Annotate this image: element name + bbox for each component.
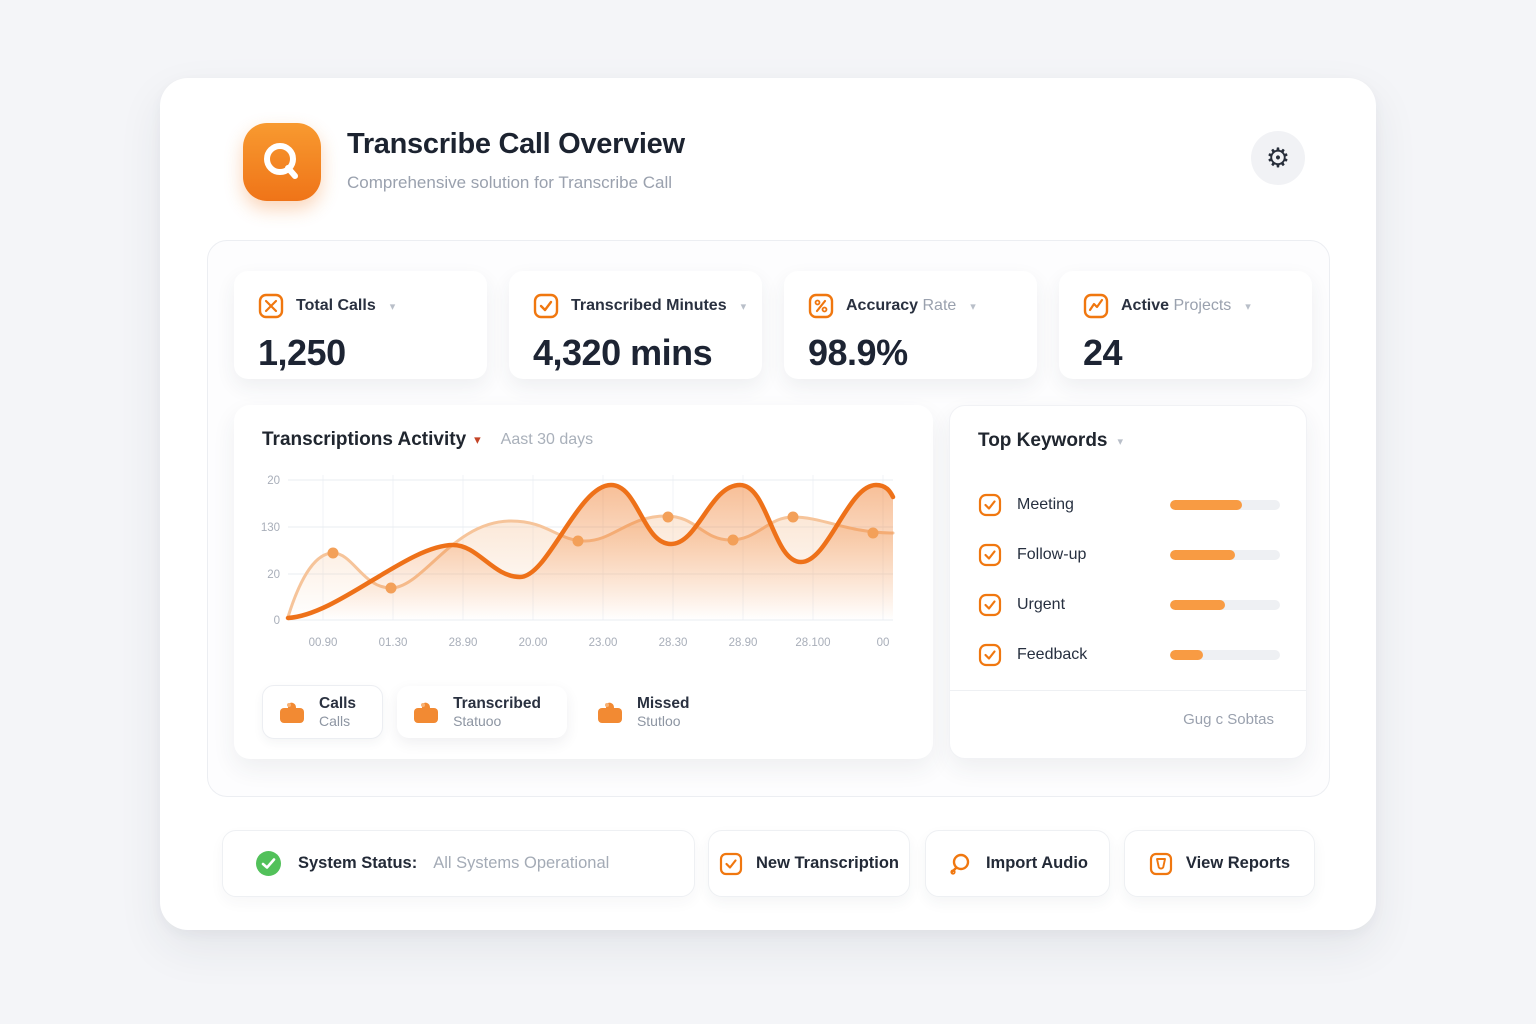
magnifier-icon	[947, 851, 973, 877]
keyword-label: Meeting	[1017, 496, 1074, 513]
keyword-row-meeting[interactable]: Meeting	[978, 480, 1280, 530]
status-value: All Systems Operational	[433, 854, 610, 872]
x-tick: 28.100	[795, 637, 830, 649]
x-tick: 00.90	[309, 637, 338, 649]
legend-title: Transcribed	[453, 695, 541, 712]
button-label: View Reports	[1185, 854, 1291, 872]
activity-chart: 20 130 20 0 00.90 01.30 28.90 20.00 23.0…	[248, 465, 916, 661]
stat-card-active-projects: Active Projects ▾ 24	[1059, 271, 1312, 379]
check-circle-icon	[255, 850, 282, 877]
chevron-down-icon[interactable]: ▾	[474, 432, 481, 447]
x-tick: 28.90	[449, 637, 478, 649]
button-label: Import Audio	[985, 854, 1089, 872]
page-title: Transcribe Call Overview	[347, 128, 685, 160]
system-status-card: System Status: All Systems Operational	[222, 830, 695, 897]
check-square-icon	[719, 852, 743, 876]
stat-label: Accuracy Rate	[846, 297, 957, 314]
keyword-row-urgent[interactable]: Urgent	[978, 580, 1280, 630]
legend-subtitle: Stutloo	[636, 713, 681, 730]
keywords-footer-text: Gug c Sobtas	[1183, 711, 1274, 728]
y-tick: 20	[267, 569, 280, 581]
date-range-selector[interactable]: Aast 30 days	[500, 431, 594, 448]
app-logo	[243, 123, 321, 201]
stat-label: Transcribed Minutes	[571, 297, 727, 314]
chevron-down-icon[interactable]: ▾	[970, 300, 976, 313]
keyword-label: Urgent	[1017, 596, 1066, 613]
keyword-check-icon	[978, 593, 1002, 617]
stat-value: 4,320 mins	[533, 332, 713, 373]
x-tick: 20.00	[519, 637, 548, 649]
new-transcription-button[interactable]: New Transcription	[708, 830, 910, 897]
keyword-label: Feedback	[1017, 646, 1088, 663]
chevron-down-icon[interactable]: ▾	[740, 300, 747, 313]
keywords-list: Meeting Follow-up Urgent Feedback	[978, 480, 1280, 680]
keyword-row-feedback[interactable]: Feedback	[978, 630, 1280, 680]
chevron-down-icon[interactable]: ▾	[389, 300, 396, 313]
x-tick: 23.00	[589, 637, 618, 649]
x-tick: 28.90	[729, 637, 758, 649]
top-keywords-card: Top Keywords ▾ Meeting Follow-up Urgent	[949, 405, 1307, 759]
legend-title: Calls	[319, 695, 357, 712]
accuracy-icon	[808, 293, 834, 319]
x-tick: 28.30	[659, 637, 688, 649]
keyword-bar	[1170, 650, 1280, 660]
transcriptions-activity-card: Transcriptions Activity ▾ Aast 30 days	[234, 405, 933, 759]
stat-value: 1,250	[258, 332, 346, 373]
stat-card-transcribed-minutes: Transcribed Minutes ▾ 4,320 mins	[509, 271, 762, 379]
report-icon	[1149, 852, 1173, 876]
gear-icon: ⚙	[1265, 142, 1291, 173]
x-tick: 00	[877, 637, 890, 649]
stat-card-total-calls: Total Calls ▾ 1,250	[234, 271, 487, 379]
keyword-check-icon	[978, 543, 1002, 567]
button-label: New Transcription	[755, 854, 900, 872]
page-subtitle: Comprehensive solution for Transcribe Ca…	[347, 173, 673, 192]
import-audio-button[interactable]: Import Audio	[925, 830, 1110, 897]
keyword-row-follow-up[interactable]: Follow-up	[978, 530, 1280, 580]
keyword-bar	[1170, 550, 1280, 560]
magnifier-q-icon	[259, 139, 305, 185]
keyword-bar	[1170, 500, 1280, 510]
chart-legend: Calls Calls Transcribed Statuoo Missed S…	[262, 685, 716, 740]
stat-card-accuracy-rate: Accuracy Rate ▾ 98.9%	[784, 271, 1037, 379]
y-tick: 20	[267, 475, 280, 487]
y-tick: 0	[274, 615, 280, 627]
x-tick: 01.30	[379, 637, 408, 649]
stat-label: Total Calls	[296, 297, 376, 314]
keywords-title: Top Keywords	[978, 430, 1108, 451]
legend-subtitle: Calls	[319, 713, 351, 730]
stat-value: 24	[1083, 332, 1123, 373]
legend-subtitle: Statuoo	[453, 713, 502, 730]
chevron-down-icon[interactable]: ▾	[1117, 435, 1124, 448]
legend-title: Missed	[636, 695, 690, 712]
legend-item-calls[interactable]: Calls Calls	[262, 685, 384, 740]
call-x-icon	[258, 293, 284, 319]
view-reports-button[interactable]: View Reports	[1124, 830, 1315, 897]
chevron-down-icon[interactable]: ▾	[1245, 300, 1251, 313]
briefcase-icon	[595, 698, 625, 726]
check-square-icon	[533, 293, 559, 319]
y-tick: 130	[261, 522, 280, 534]
briefcase-icon	[277, 698, 307, 726]
stat-label: Active Projects	[1121, 297, 1232, 314]
dashboard-panel: Total Calls ▾ 1,250 Transcribed Minutes …	[207, 240, 1330, 797]
chart-title: Transcriptions Activity	[262, 429, 467, 450]
edit-chart-icon	[1083, 293, 1109, 319]
briefcase-icon	[411, 698, 441, 726]
divider	[950, 690, 1306, 691]
legend-item-transcribed[interactable]: Transcribed Statuoo	[397, 686, 567, 739]
status-label: System Status:	[298, 854, 418, 872]
keyword-label: Follow-up	[1017, 546, 1087, 563]
keyword-check-icon	[978, 643, 1002, 667]
settings-button[interactable]: ⚙	[1251, 131, 1305, 185]
stat-value: 98.9%	[808, 332, 908, 373]
legend-item-missed[interactable]: Missed Stutloo	[581, 686, 716, 738]
keyword-bar	[1170, 600, 1280, 610]
app-window: Transcribe Call Overview Comprehensive s…	[160, 78, 1376, 930]
keyword-check-icon	[978, 493, 1002, 517]
